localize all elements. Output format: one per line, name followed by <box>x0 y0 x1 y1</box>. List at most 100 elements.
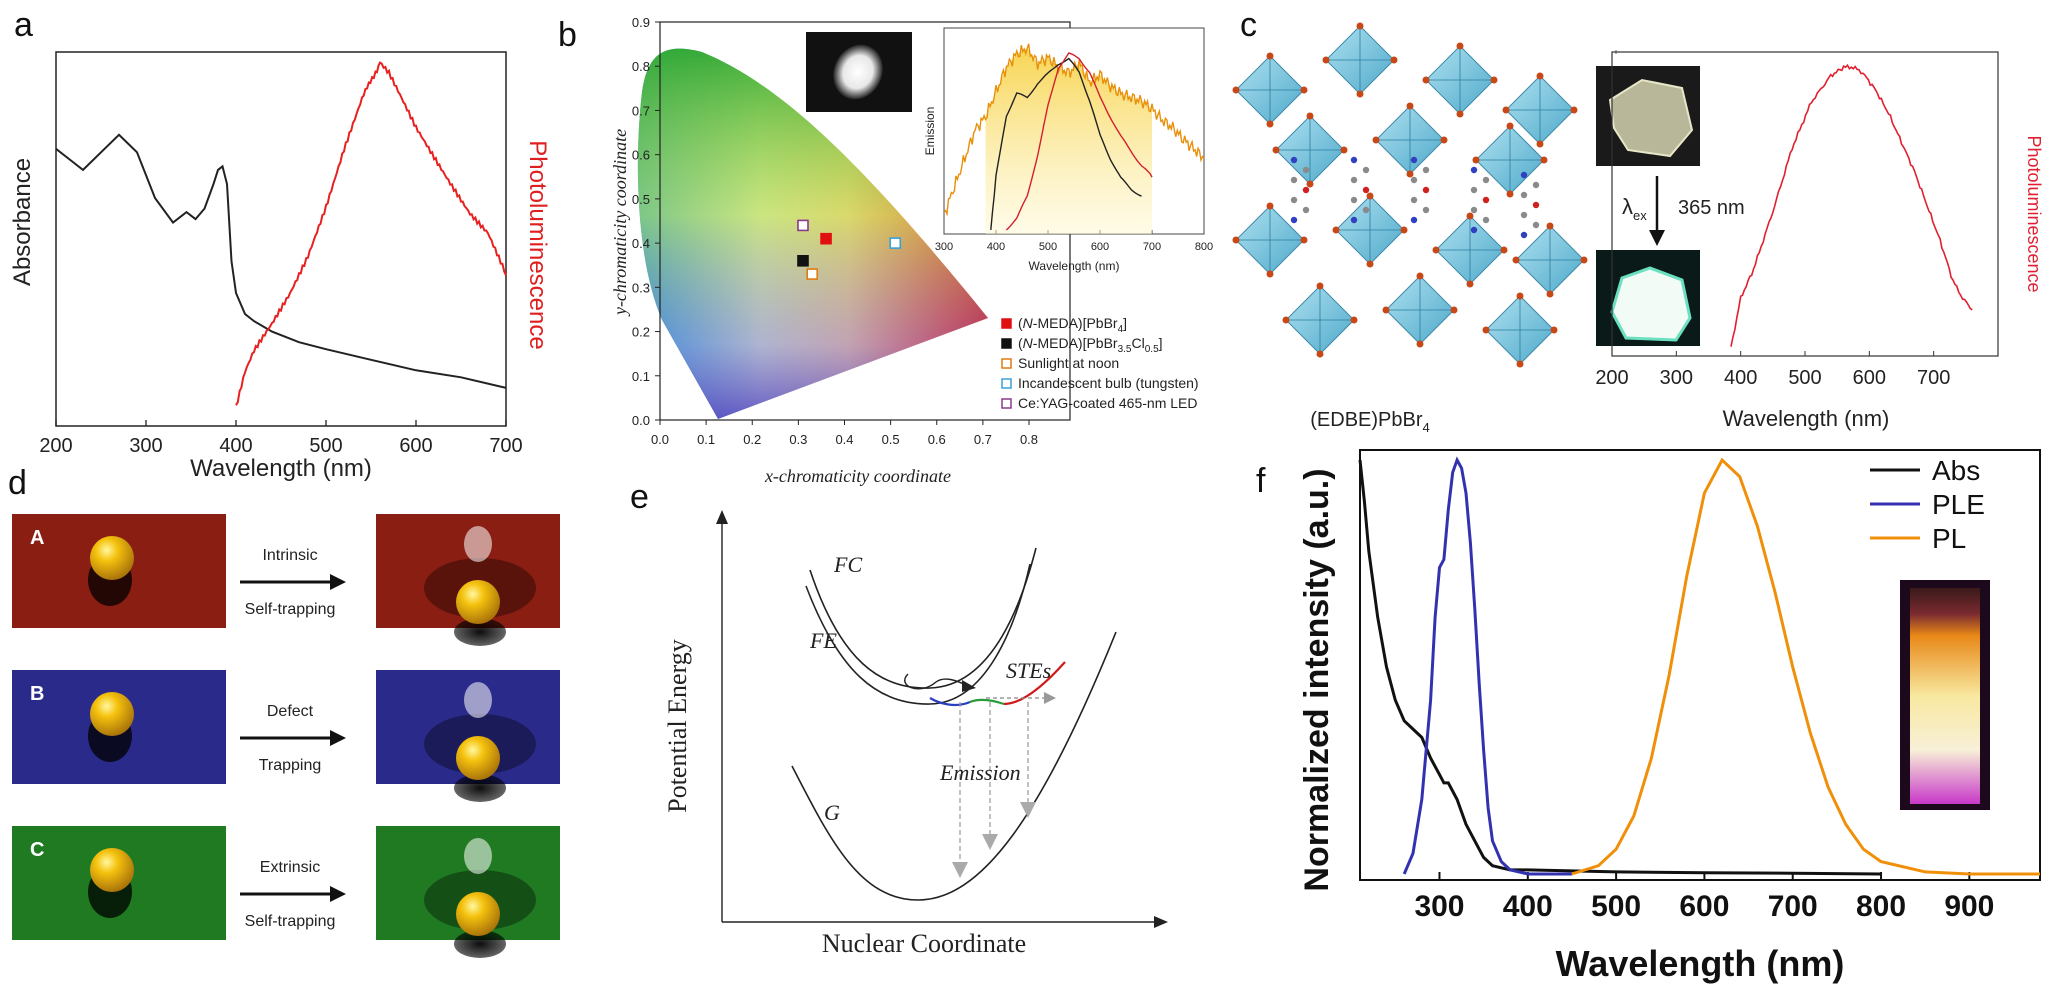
organic-atom <box>1470 206 1478 214</box>
bromine-atom <box>1316 350 1324 358</box>
chart-b-ytick-label: 0.8 <box>632 59 650 74</box>
legend-swatch <box>1001 378 1012 389</box>
process-arrow-head <box>330 730 346 746</box>
excitation-lambda: λex <box>1622 194 1647 223</box>
bromine-atom <box>1500 246 1508 254</box>
well-highlight <box>464 526 492 562</box>
organic-atom <box>1470 166 1478 174</box>
diagram-d: A Intrinsic Self-trapping B Defect Trapping C E… <box>12 514 560 958</box>
bromine-atom <box>1300 86 1308 94</box>
bromine-atom <box>1282 316 1290 324</box>
chart-b-xtick-label: 0.7 <box>974 432 992 447</box>
bromine-atom <box>1406 170 1414 178</box>
diagram-e: FC FE STEs Emission G Potential Energy N… <box>663 510 1168 958</box>
trapped-lattice-slab <box>376 514 560 628</box>
organic-atom <box>1422 206 1430 214</box>
bromine-atom <box>1306 180 1314 188</box>
chart-a-xtick-label: 700 <box>489 435 522 457</box>
cie-diagram-overlay <box>637 48 988 419</box>
row-letter: A <box>30 527 44 549</box>
chart-c-xtick-label: 600 <box>1853 367 1886 389</box>
e-label-fc: FC <box>833 552 862 577</box>
organic-atom <box>1520 231 1528 239</box>
legend-entry: PLE <box>1932 489 1985 520</box>
process-label-line2: Trapping <box>259 757 322 774</box>
bromine-atom <box>1440 136 1448 144</box>
organic-atom <box>1520 191 1528 199</box>
emission-inset-line <box>990 57 1142 230</box>
chromaticity-point <box>806 268 819 280</box>
bromine-atom <box>1466 280 1474 288</box>
emission-inset-xtick-label: 400 <box>987 241 1005 253</box>
chart-b-xtick-label: 0.1 <box>697 432 715 447</box>
organic-atom <box>1410 216 1418 224</box>
e-yaxis-arrow <box>716 510 728 524</box>
legend-entry: PL <box>1932 523 1966 554</box>
crystal-shape-icon <box>1608 78 1694 158</box>
vial-icon <box>1910 588 1980 804</box>
chart-f-series-line <box>1571 457 2040 876</box>
panel-label-b: b <box>558 16 577 54</box>
chart-f-ylabel: Normalized intensity (a.u.) <box>1298 468 1336 891</box>
chromaticity-point <box>889 237 902 249</box>
chart-b-ytick-label: 0.2 <box>632 325 650 340</box>
g-curve <box>791 631 1117 901</box>
bromine-atom <box>1322 56 1330 64</box>
chart-f-xtick-label: 900 <box>1944 890 1994 923</box>
organic-atom <box>1350 196 1358 204</box>
organic-atom <box>1350 176 1358 184</box>
row-letter: B <box>30 683 44 705</box>
trapped-lattice-slab <box>376 826 560 940</box>
well-bottom-shadow <box>454 618 506 646</box>
bromine-atom <box>1472 156 1480 164</box>
emission-arrow-2-head <box>982 834 998 850</box>
chart-b-xtick-label: 0.2 <box>743 432 761 447</box>
legend-entry: (N-MEDA)[PbBr3.5Cl0.5] <box>1018 335 1163 355</box>
panel-label-e: e <box>630 478 649 516</box>
organic-atom <box>1482 196 1490 204</box>
bromine-atom <box>1266 202 1274 210</box>
organic-atom <box>1410 176 1418 184</box>
crystal-glow-icon <box>833 44 883 100</box>
organic-atom <box>1470 226 1478 234</box>
exciton-ball-icon <box>90 848 134 892</box>
organic-atom <box>1302 206 1310 214</box>
emission-inset-xlabel: Wavelength (nm) <box>1029 259 1120 273</box>
bromine-atom <box>1516 360 1524 368</box>
organic-atom <box>1410 156 1418 164</box>
trapped-exciton-ball-icon <box>456 892 500 936</box>
trapped-exciton-ball-icon <box>456 736 500 780</box>
bromine-atom <box>1432 246 1440 254</box>
chart-a-xtick-label: 500 <box>309 435 342 457</box>
chart-c-xtick-label: 200 <box>1595 367 1628 389</box>
legend-swatch <box>1001 358 1012 369</box>
bromine-atom <box>1300 236 1308 244</box>
chart-c-xtick-label: 500 <box>1788 367 1821 389</box>
trapped-lattice-slab <box>376 670 560 784</box>
chart-a-series-line <box>235 61 507 406</box>
legend-swatch <box>1001 338 1012 349</box>
chart-b-xtick-label: 0.5 <box>882 432 900 447</box>
organic-atom <box>1422 166 1430 174</box>
chart-f-frame <box>1359 449 2041 881</box>
organic-atom <box>1410 196 1418 204</box>
well-bottom-shadow <box>454 774 506 802</box>
chart-c-xtick-label: 700 <box>1917 367 1950 389</box>
exciton-ball-icon <box>90 692 134 736</box>
organic-atom <box>1290 216 1298 224</box>
chart-b-ytick-label: 0.7 <box>632 103 650 118</box>
relaxation-arrow-head <box>962 680 976 692</box>
emission-inset-xtick-label: 500 <box>1039 241 1057 253</box>
bromine-atom <box>1366 192 1374 200</box>
bromine-atom <box>1490 76 1498 84</box>
e-xlabel: Nuclear Coordinate <box>822 929 1026 958</box>
organic-atom <box>1422 186 1430 194</box>
bromine-atom <box>1340 146 1348 154</box>
bromine-atom <box>1516 292 1524 300</box>
bromine-atom <box>1266 270 1274 278</box>
organic-atom <box>1362 166 1370 174</box>
bromine-atom <box>1456 110 1464 118</box>
bromine-atom <box>1366 260 1374 268</box>
panel-label-d: d <box>8 464 27 502</box>
chart-c-xtick-label: 400 <box>1724 367 1757 389</box>
